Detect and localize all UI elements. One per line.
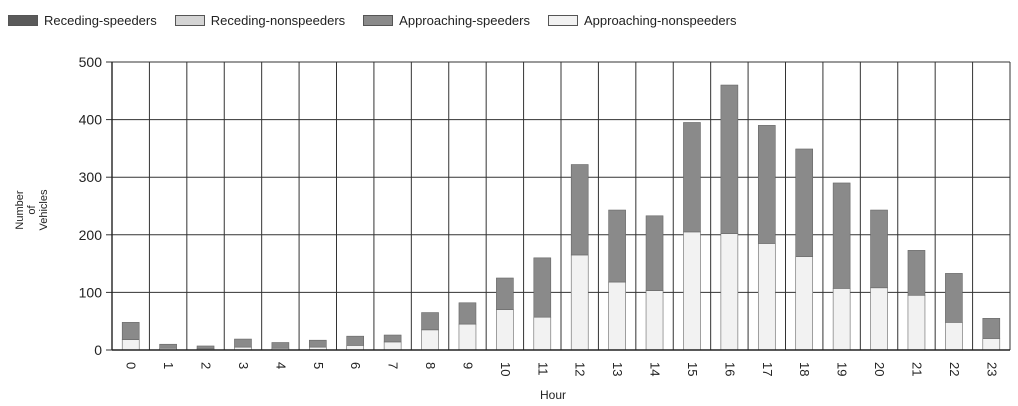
x-tick-label: 13 xyxy=(610,362,625,376)
bar-approaching-speeders-hour-17 xyxy=(757,125,776,244)
bar-approaching-nonspeeders-hour-20 xyxy=(870,287,888,351)
legend-item-receding-speeders: Receding-speeders xyxy=(8,13,157,28)
bar-approaching-nonspeeders-hour-7 xyxy=(383,341,402,351)
y-tick-label: 500 xyxy=(79,54,103,70)
legend-swatch-approaching-nonspeeders xyxy=(547,14,578,26)
legend-item-receding-nonspeeders: Receding-nonspeeders xyxy=(174,12,346,28)
bar-approaching-speeders-hour-11 xyxy=(533,257,552,318)
bar-approaching-speeders-hour-4 xyxy=(271,342,290,349)
bar-approaching-nonspeeders-hour-0 xyxy=(121,339,140,351)
legend-swatch-receding-speeders xyxy=(8,14,38,26)
bar-approaching-nonspeeders-hour-16 xyxy=(720,233,739,351)
y-tick-label: 100 xyxy=(79,284,103,300)
x-tick-label: 18 xyxy=(797,362,812,376)
x-tick-label: 1 xyxy=(161,362,176,369)
bar-approaching-speeders-hour-20 xyxy=(870,209,888,289)
bar-approaching-nonspeeders-hour-23 xyxy=(982,338,1001,351)
bar-approaching-nonspeeders-hour-22 xyxy=(945,322,963,351)
legend-swatch-approaching-speeders xyxy=(363,14,394,26)
x-tick-label: 6 xyxy=(348,362,363,369)
bar-approaching-nonspeeders-hour-17 xyxy=(757,243,776,351)
y-tick-label: 200 xyxy=(79,227,103,243)
bar-approaching-nonspeeders-hour-9 xyxy=(458,323,477,351)
bar-approaching-nonspeeders-hour-18 xyxy=(795,256,814,351)
bar-approaching-speeders-hour-14 xyxy=(645,215,664,291)
x-tick-label: 22 xyxy=(947,362,962,376)
bar-approaching-speeders-hour-19 xyxy=(832,182,851,289)
bar-approaching-speeders-hour-16 xyxy=(720,84,739,234)
x-tick-label: 3 xyxy=(236,362,251,369)
x-tick-label: 2 xyxy=(199,362,214,369)
x-tick-label: 20 xyxy=(872,362,887,376)
bar-approaching-speeders-hour-15 xyxy=(683,122,701,233)
bar-approaching-speeders-hour-18 xyxy=(795,148,814,257)
x-tick-label: 7 xyxy=(386,362,401,369)
legend-item-approaching-speeders: Approaching-speeders xyxy=(363,13,530,28)
bar-approaching-speeders-hour-6 xyxy=(346,335,365,346)
chart-legend: Receding-speeders Receding-nonspeeders A… xyxy=(8,8,754,32)
bar-approaching-nonspeeders-hour-11 xyxy=(533,316,552,351)
bar-approaching-speeders-hour-8 xyxy=(421,312,439,331)
y-tick-label: 400 xyxy=(79,112,103,128)
x-tick-label: 5 xyxy=(311,362,326,369)
x-axis-title: Hour xyxy=(540,388,567,402)
bar-approaching-nonspeeders-hour-8 xyxy=(421,329,439,351)
bar-approaching-speeders-hour-1 xyxy=(159,343,177,349)
bar-approaching-nonspeeders-hour-10 xyxy=(496,309,514,351)
bar-approaching-speeders-hour-10 xyxy=(496,277,514,310)
bar-approaching-nonspeeders-hour-13 xyxy=(608,281,626,351)
bar-approaching-nonspeeders-hour-19 xyxy=(832,288,851,351)
legend-label-approaching-speeders: Approaching-speeders xyxy=(399,12,530,28)
x-tick-label: 9 xyxy=(460,362,475,369)
x-tick-label: 8 xyxy=(423,362,438,369)
legend-item-approaching-nonspeeders: Approaching-nonspeeders xyxy=(547,12,737,28)
bar-approaching-speeders-hour-2 xyxy=(196,345,215,350)
x-tick-label: 16 xyxy=(722,362,737,376)
x-tick-label: 14 xyxy=(648,362,663,376)
bar-approaching-speeders-hour-7 xyxy=(383,334,402,343)
x-tick-label: 11 xyxy=(535,362,550,376)
bar-approaching-nonspeeders-hour-12 xyxy=(570,254,589,351)
x-tick-label: 4 xyxy=(273,362,288,369)
bar-approaching-speeders-hour-12 xyxy=(570,164,589,256)
bar-approaching-speeders-hour-3 xyxy=(234,338,252,348)
legend-label-receding-speeders: Receding-speeders xyxy=(44,12,157,28)
bar-approaching-speeders-hour-0 xyxy=(121,322,140,340)
x-tick-label: 17 xyxy=(760,362,775,376)
bar-approaching-speeders-hour-21 xyxy=(907,250,926,296)
x-tick-label: 19 xyxy=(835,362,850,376)
bar-approaching-speeders-hour-23 xyxy=(982,318,1001,339)
bar-approaching-speeders-hour-5 xyxy=(308,339,327,348)
y-tick-label: 300 xyxy=(79,169,103,185)
legend-label-approaching-nonspeeders: Approaching-nonspeeders xyxy=(583,12,737,28)
x-tick-label: 12 xyxy=(573,362,588,376)
bar-approaching-nonspeeders-hour-15 xyxy=(683,231,701,351)
bar-approaching-speeders-hour-13 xyxy=(608,209,626,283)
x-tick-label: 10 xyxy=(498,362,513,376)
bar-approaching-speeders-hour-9 xyxy=(458,302,477,325)
x-tick-label: 15 xyxy=(685,362,700,376)
legend-label-receding-nonspeeders: Receding-nonspeeders xyxy=(210,12,346,28)
x-tick-label: 23 xyxy=(984,362,999,376)
legend-swatch-receding-nonspeeders xyxy=(174,14,205,26)
x-tick-label: 0 xyxy=(124,362,139,369)
y-tick-label: 0 xyxy=(94,342,102,358)
bar-approaching-nonspeeders-hour-21 xyxy=(907,294,926,351)
bar-approaching-nonspeeders-hour-14 xyxy=(645,290,664,351)
x-tick-label: 21 xyxy=(909,362,924,376)
bar-approaching-speeders-hour-22 xyxy=(945,273,963,323)
